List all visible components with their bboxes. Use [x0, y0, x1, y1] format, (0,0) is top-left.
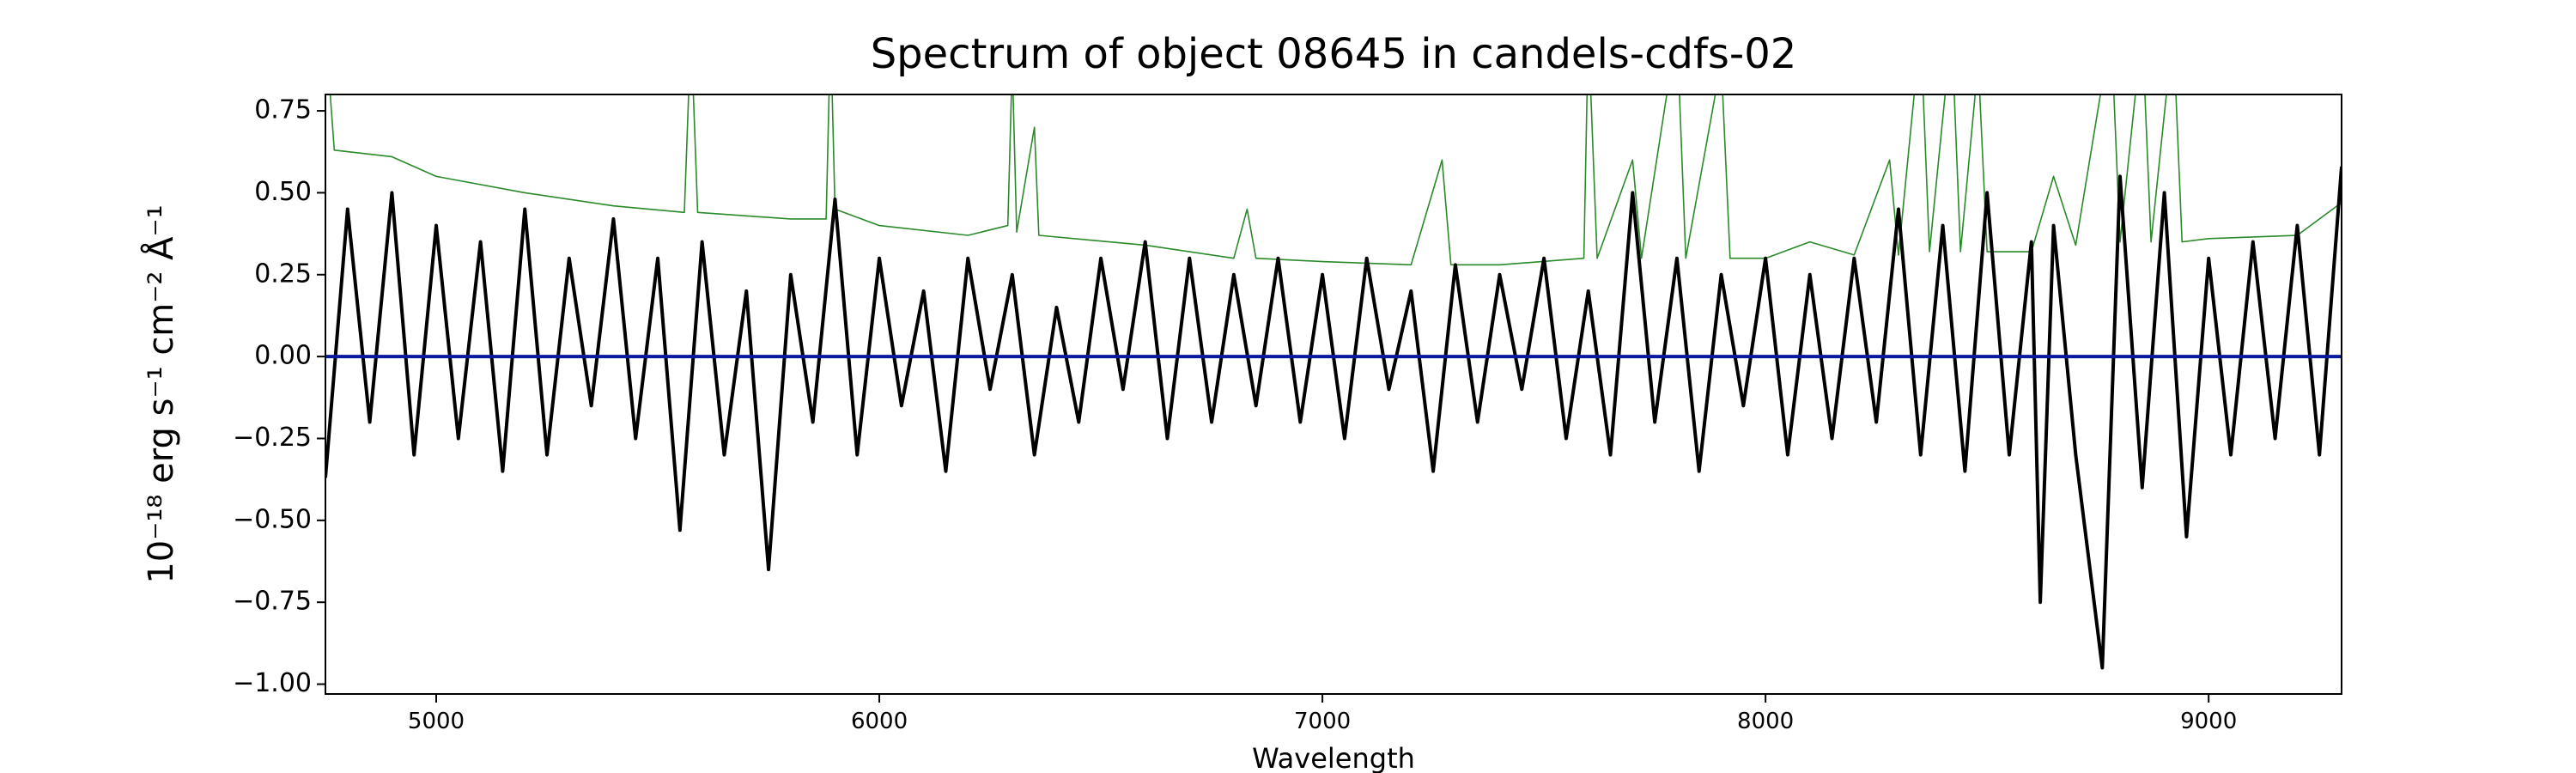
- y-tick-label: −1.00: [233, 668, 312, 698]
- y-tick-label: 0.50: [254, 177, 312, 207]
- y-tick-label: 0.75: [254, 95, 312, 125]
- y-axis-label: 10⁻¹⁸ erg s⁻¹ cm⁻² Å⁻¹: [140, 204, 181, 583]
- x-tick-label: 9000: [2180, 709, 2237, 734]
- series-line: [325, 166, 2342, 670]
- plot-lines: [325, 94, 2342, 670]
- y-tick-label: −0.50: [233, 504, 312, 534]
- x-tick-label: 6000: [851, 709, 908, 734]
- y-tick-label: −0.25: [233, 423, 312, 453]
- x-axis-label: Wavelength: [1252, 742, 1415, 773]
- x-tick-label: 8000: [1737, 709, 1794, 734]
- x-tick-label: 5000: [408, 709, 465, 734]
- plot-frame: [325, 94, 2342, 695]
- y-tick-label: 0.00: [254, 341, 312, 371]
- y-tick-label: 0.25: [254, 259, 312, 289]
- y-tick-label: −0.75: [233, 587, 312, 617]
- series-line: [329, 94, 2342, 266]
- chart-title: Spectrum of object 08645 in candels-cdfs…: [871, 30, 1797, 78]
- x-tick-label: 7000: [1294, 709, 1351, 734]
